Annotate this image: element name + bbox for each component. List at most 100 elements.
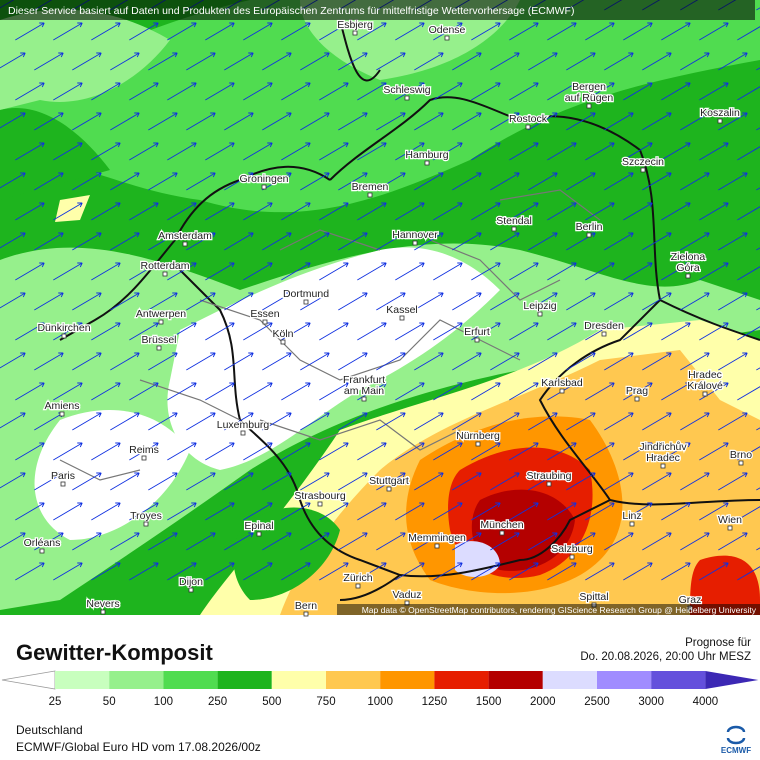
wind-arrow bbox=[680, 292, 710, 311]
wind-arrow bbox=[129, 262, 159, 281]
wind-arrow bbox=[186, 112, 216, 131]
city-marker bbox=[303, 299, 309, 305]
wind-arrow bbox=[528, 52, 558, 71]
wind-arrow bbox=[262, 472, 292, 491]
wind-arrow bbox=[528, 232, 558, 251]
wind-arrow bbox=[148, 112, 178, 131]
city-label: Hamburg bbox=[405, 149, 448, 161]
wind-arrow bbox=[53, 262, 83, 281]
city-marker bbox=[685, 273, 691, 279]
wind-arrow bbox=[186, 232, 216, 251]
wind-arrow bbox=[91, 142, 121, 161]
wind-arrow bbox=[319, 382, 349, 401]
wind-arrow bbox=[547, 502, 577, 521]
city-marker bbox=[39, 548, 45, 554]
wind-arrow bbox=[319, 142, 349, 161]
city-label: Straubing bbox=[527, 470, 572, 482]
wind-arrow bbox=[623, 562, 653, 581]
wind-arrow bbox=[300, 472, 330, 491]
city-label: Hradec bbox=[688, 369, 722, 381]
colorbar-tick-label: 50 bbox=[103, 696, 116, 708]
city-label: Dijon bbox=[179, 576, 203, 588]
city-label: Epinal bbox=[244, 520, 273, 532]
wind-arrow bbox=[319, 442, 349, 461]
wind-arrow bbox=[623, 262, 653, 281]
wind-arrow bbox=[528, 532, 558, 551]
wind-arrow bbox=[433, 22, 463, 41]
region: Deutschland bbox=[16, 723, 83, 737]
wind-arrow bbox=[53, 142, 83, 161]
wind-arrow bbox=[376, 352, 406, 371]
wind-arrow bbox=[737, 326, 760, 341]
wind-arrow bbox=[433, 262, 463, 281]
wind-arrow bbox=[452, 232, 482, 251]
city-marker bbox=[100, 609, 106, 615]
wind-arrow bbox=[566, 172, 596, 191]
wind-arrow bbox=[167, 442, 197, 461]
wind-arrow bbox=[528, 112, 558, 131]
city-marker bbox=[156, 345, 162, 351]
wind-arrow bbox=[72, 172, 102, 191]
wind-arrow bbox=[566, 532, 596, 551]
wind-arrow bbox=[376, 172, 406, 191]
wind-arrow bbox=[718, 52, 748, 71]
wind-arrow bbox=[699, 442, 729, 461]
wind-arrow bbox=[205, 442, 235, 461]
wind-arrow bbox=[300, 352, 330, 371]
wind-arrow bbox=[604, 112, 634, 131]
wind-arrow bbox=[110, 172, 140, 191]
wind-arrow bbox=[0, 412, 26, 429]
wind-arrow bbox=[281, 322, 311, 341]
wind-arrow bbox=[547, 322, 577, 341]
wind-arrow bbox=[471, 142, 501, 161]
city-label: Wien bbox=[718, 514, 742, 526]
wind-arrow bbox=[53, 442, 83, 461]
wind-arrow bbox=[186, 172, 216, 191]
city-label: Králové bbox=[687, 380, 723, 392]
wind-arrow bbox=[604, 472, 634, 491]
city-label: Linz bbox=[622, 510, 641, 522]
city-label: Vaduz bbox=[393, 589, 422, 601]
wind-arrow bbox=[243, 202, 273, 221]
city-label: Frankfurt bbox=[343, 374, 385, 386]
wind-arrow bbox=[490, 472, 520, 491]
wind-arrow bbox=[243, 22, 273, 41]
colorbar-tick-label: 250 bbox=[208, 696, 227, 708]
wind-arrow bbox=[186, 532, 216, 551]
wind-arrow bbox=[91, 262, 121, 281]
wind-arrow bbox=[129, 562, 159, 581]
wind-arrow bbox=[262, 412, 292, 431]
wind-arrow bbox=[623, 502, 653, 521]
city-label: Esbjerg bbox=[337, 19, 373, 31]
city-marker bbox=[702, 391, 708, 397]
wind-arrow bbox=[490, 232, 520, 251]
city-marker bbox=[141, 455, 147, 461]
city-label: Essen bbox=[250, 308, 279, 320]
city-label: Góra bbox=[676, 262, 700, 274]
wind-arrow bbox=[547, 82, 577, 101]
colorbar-high bbox=[705, 671, 759, 689]
wind-arrow bbox=[110, 472, 140, 491]
wind-arrow bbox=[623, 382, 653, 401]
wind-arrow bbox=[91, 322, 121, 341]
colorbar-tick-label: 25 bbox=[49, 696, 62, 708]
wind-arrow bbox=[414, 472, 444, 491]
wind-arrow bbox=[471, 202, 501, 221]
wind-arrow bbox=[737, 26, 760, 41]
map-attribution: Map data © OpenStreetMap contributors, r… bbox=[362, 605, 757, 615]
city-label: München bbox=[480, 519, 523, 531]
wind-arrow bbox=[718, 532, 748, 551]
wind-arrow bbox=[53, 562, 83, 581]
wind-arrow bbox=[566, 412, 596, 431]
city-label: Brüssel bbox=[141, 334, 176, 346]
wind-arrow bbox=[205, 562, 235, 581]
wind-arrow bbox=[414, 412, 444, 431]
city-marker bbox=[240, 430, 246, 436]
city-label: Nürnberg bbox=[456, 430, 500, 442]
forecast-time: Do. 20.08.2026, 20:00 Uhr MESZ bbox=[580, 651, 751, 663]
wind-arrow bbox=[300, 292, 330, 311]
wind-arrow bbox=[433, 322, 463, 341]
colorbar-segment bbox=[380, 671, 435, 689]
wind-arrow bbox=[167, 502, 197, 521]
product-title: Gewitter-Komposit bbox=[16, 640, 213, 665]
